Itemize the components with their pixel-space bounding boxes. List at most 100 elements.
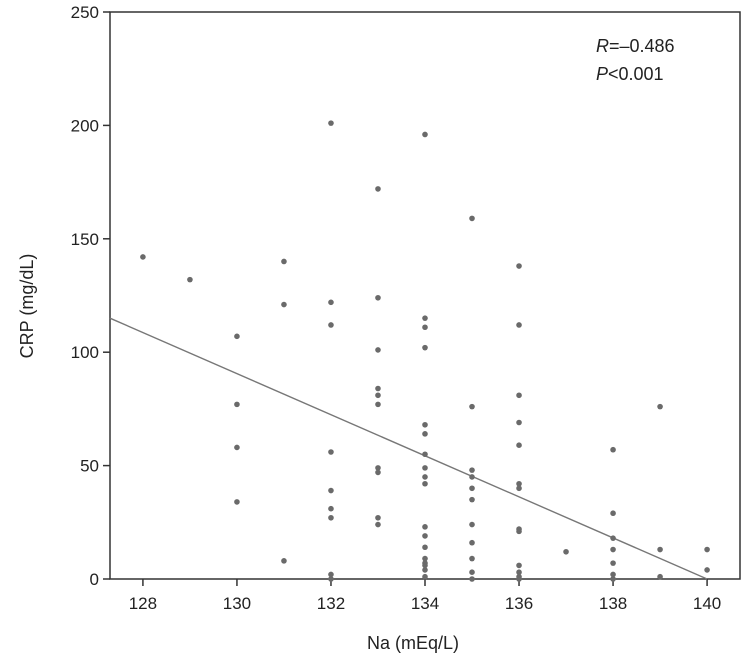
x-axis-label: Na (mEq/L) [367, 633, 459, 653]
data-point [516, 480, 522, 487]
p-statistic-symbol: P [596, 64, 608, 84]
data-point [328, 120, 334, 126]
data-point [328, 514, 334, 521]
data-point [422, 544, 428, 551]
data-point [281, 258, 287, 265]
data-point [234, 444, 240, 451]
r-statistic-symbol: R [596, 36, 609, 56]
data-point [610, 510, 616, 517]
p-statistic-value: <0.001 [608, 64, 664, 84]
data-point [516, 442, 522, 448]
y-tick-label: 50 [80, 457, 99, 476]
data-point [516, 322, 522, 328]
y-tick-label: 250 [71, 3, 99, 22]
data-point [610, 446, 616, 453]
data-point [422, 344, 428, 351]
data-point [516, 485, 522, 492]
data-point [140, 254, 146, 260]
x-tick-label: 134 [411, 594, 439, 613]
data-point [657, 403, 663, 410]
data-point [234, 499, 240, 505]
data-point [610, 560, 616, 566]
data-point [516, 419, 522, 426]
x-tick-label: 132 [317, 594, 345, 613]
data-point [422, 480, 428, 487]
data-point [328, 322, 334, 328]
data-point [422, 567, 428, 573]
y-tick-label: 100 [71, 343, 99, 362]
data-point [375, 385, 381, 392]
data-point [234, 333, 240, 340]
axes-layer: 128 130 132 134 136 138 140 0 50 100 150 200 250 [71, 3, 741, 613]
data-point [469, 215, 475, 222]
data-point [704, 567, 710, 573]
data-point [469, 539, 475, 546]
data-point [375, 186, 381, 192]
r-statistic: R=–0.486 [596, 36, 675, 56]
data-point [281, 558, 287, 564]
data-point [422, 431, 428, 437]
data-point [563, 548, 569, 555]
data-point [328, 505, 334, 512]
data-point [469, 569, 475, 575]
x-tick-label: 136 [505, 594, 533, 613]
data-point [422, 465, 428, 471]
data-point [469, 485, 475, 492]
data-point [375, 401, 381, 408]
data-point [328, 571, 334, 578]
data-point [328, 299, 334, 306]
x-tick-label: 138 [599, 594, 627, 613]
data-point [657, 573, 663, 580]
data-point [610, 535, 616, 541]
regression-line [109, 317, 708, 580]
data-point [281, 301, 287, 308]
data-point [516, 392, 522, 399]
y-axis-label: CRP (mg/dL) [17, 254, 37, 359]
data-point [422, 474, 428, 480]
data-point [469, 576, 475, 582]
data-point [469, 403, 475, 410]
data-point [610, 546, 616, 553]
data-point [610, 571, 616, 578]
data-point [422, 324, 428, 331]
data-point [375, 347, 381, 353]
data-point [234, 401, 240, 408]
data-point [516, 263, 522, 269]
data-point [375, 469, 381, 476]
y-tick-label: 150 [71, 230, 99, 249]
data-point [422, 562, 428, 569]
data-point [375, 392, 381, 399]
data-point [375, 521, 381, 528]
data-point [704, 546, 710, 553]
data-point [328, 449, 334, 455]
data-point [422, 555, 428, 562]
data-point [469, 474, 475, 480]
data-point [516, 528, 522, 535]
x-tick-label: 140 [693, 594, 721, 613]
data-point [187, 276, 193, 283]
data-point [375, 514, 381, 521]
data-point [469, 496, 475, 503]
plot-frame [109, 11, 741, 580]
data-point [328, 487, 334, 494]
r-statistic-value: =–0.486 [609, 36, 675, 56]
data-point [657, 546, 663, 553]
points-layer [140, 120, 710, 582]
data-point [422, 573, 428, 580]
data-point [422, 131, 428, 138]
p-statistic: P<0.001 [596, 64, 664, 84]
data-point [469, 521, 475, 528]
data-point [328, 576, 334, 582]
data-point [610, 576, 616, 582]
x-tick-label: 128 [129, 594, 157, 613]
data-point [516, 562, 522, 569]
data-point [422, 524, 428, 530]
data-point [469, 467, 475, 473]
data-point [516, 569, 522, 575]
data-point [469, 555, 475, 562]
data-point [516, 576, 522, 582]
x-tick-label: 130 [223, 594, 251, 613]
data-point [422, 533, 428, 539]
